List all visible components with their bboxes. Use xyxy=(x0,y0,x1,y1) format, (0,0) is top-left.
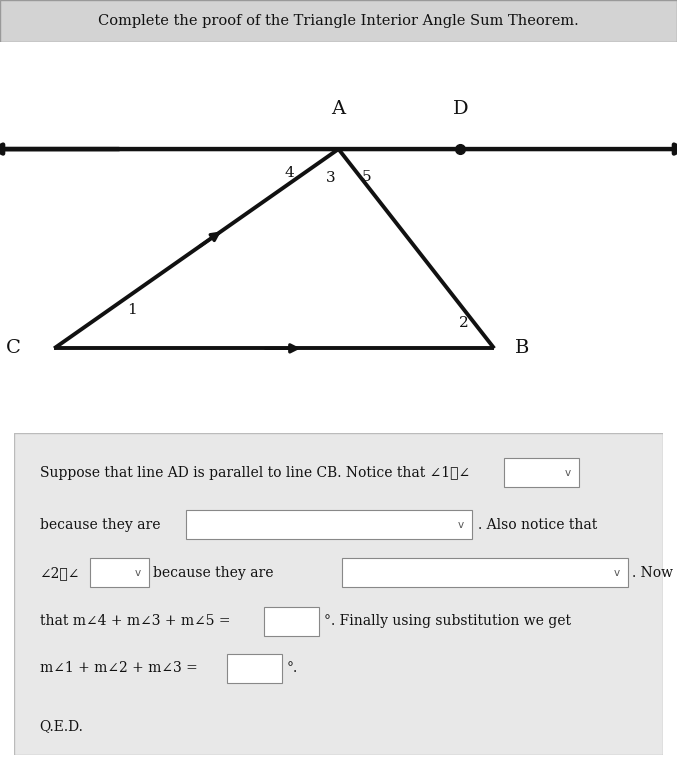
Text: A: A xyxy=(332,100,345,118)
Text: 3: 3 xyxy=(326,171,335,184)
Text: . Now notice: . Now notice xyxy=(632,566,677,580)
Text: Complete the proof of the Triangle Interior Angle Sum Theorem.: Complete the proof of the Triangle Inter… xyxy=(98,14,579,28)
Text: . Also notice that: . Also notice that xyxy=(478,518,598,531)
Text: v: v xyxy=(565,468,571,478)
Bar xyxy=(90,559,149,587)
Text: D: D xyxy=(452,100,468,118)
Text: 4: 4 xyxy=(285,165,294,180)
Text: m∠1 + m∠2 + m∠3 =: m∠1 + m∠2 + m∠3 = xyxy=(39,661,197,675)
Text: v: v xyxy=(135,568,141,578)
Bar xyxy=(185,510,472,539)
Text: 2: 2 xyxy=(459,317,468,330)
Text: v: v xyxy=(614,568,620,578)
Text: Suppose that line AD is parallel to line CB. Notice that ∠1≅∠: Suppose that line AD is parallel to line… xyxy=(39,466,470,480)
Bar xyxy=(504,458,579,487)
Text: °. Finally using substitution we get: °. Finally using substitution we get xyxy=(324,614,571,628)
Text: because they are: because they are xyxy=(39,518,160,531)
Text: Q.E.D.: Q.E.D. xyxy=(39,720,83,733)
Text: B: B xyxy=(515,339,529,357)
Text: 5: 5 xyxy=(362,170,372,184)
Text: °.: °. xyxy=(286,661,298,675)
Text: that m∠4 + m∠3 + m∠5 =: that m∠4 + m∠3 + m∠5 = xyxy=(39,614,230,628)
Bar xyxy=(227,653,282,682)
Text: because they are: because they are xyxy=(153,566,274,580)
Bar xyxy=(342,559,628,587)
Text: 1: 1 xyxy=(127,303,137,317)
Text: ∠2≅∠: ∠2≅∠ xyxy=(39,566,80,580)
Bar xyxy=(264,607,319,636)
Text: C: C xyxy=(5,339,20,357)
Text: v: v xyxy=(458,520,464,530)
